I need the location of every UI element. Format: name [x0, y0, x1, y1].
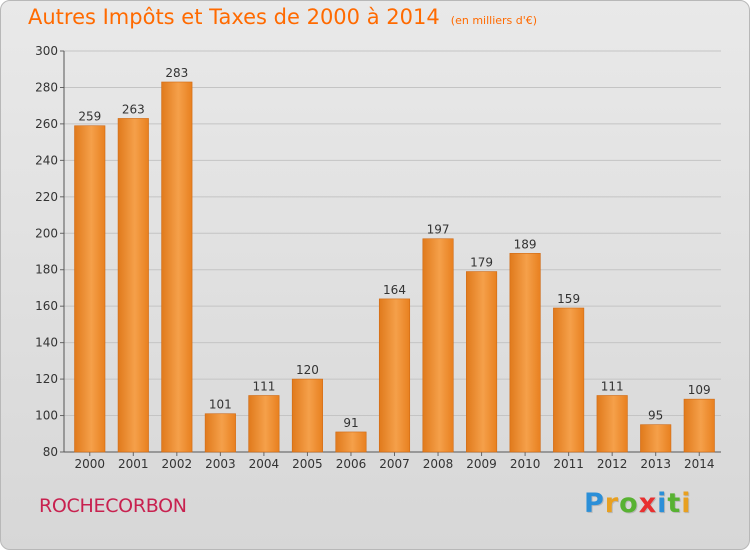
logo-letter: o: [619, 488, 639, 519]
x-tick-label: 2004: [249, 457, 280, 471]
x-tick-label: 2006: [336, 457, 367, 471]
data-label: 164: [383, 283, 406, 297]
bar: [74, 125, 106, 453]
bar: [161, 81, 193, 453]
y-tick-label: 160: [35, 299, 58, 313]
data-label: 179: [470, 256, 493, 270]
data-label: 101: [209, 398, 232, 412]
y-tick-label: 240: [35, 153, 58, 167]
x-tick-label: 2008: [423, 457, 454, 471]
x-tick-label: 2014: [684, 457, 715, 471]
logo-letter: i: [657, 488, 668, 519]
bars: [74, 81, 715, 453]
bar: [509, 253, 541, 453]
data-label: 189: [514, 237, 537, 251]
y-tick-label: 200: [35, 226, 58, 240]
chart-title: Autres Impôts et Taxes de 2000 à 2014: [28, 5, 440, 29]
bar: [335, 431, 367, 453]
data-label: 91: [343, 416, 358, 430]
x-tick-label: 2005: [292, 457, 323, 471]
x-tick-label: 2001: [118, 457, 149, 471]
logo-letter: i: [681, 488, 692, 519]
y-tick-label: 220: [35, 190, 58, 204]
chart-unit-label: (en milliers d'€): [450, 14, 538, 27]
data-label: 259: [78, 110, 101, 124]
data-label: 263: [122, 102, 145, 116]
data-label: 197: [427, 223, 450, 237]
bar: [117, 118, 149, 453]
x-tick-label: 2003: [205, 457, 236, 471]
logo-letter: P: [584, 488, 605, 519]
y-tick-label: 100: [35, 409, 58, 423]
x-tick-label: 2000: [74, 457, 105, 471]
x-tick-label: 2012: [597, 457, 628, 471]
y-tick-label: 80: [43, 445, 58, 459]
logo-letter: t: [667, 488, 682, 519]
y-tick-label: 260: [35, 117, 58, 131]
data-label: 120: [296, 363, 319, 377]
x-tick-labels: 2000 2001 2002 2003 2004 2005 2006 2007 2008 2009…: [74, 457, 714, 471]
data-label: 111: [601, 379, 624, 393]
data-label: 111: [252, 379, 275, 393]
bar: [640, 424, 672, 453]
bar: [204, 413, 236, 453]
bar: [378, 298, 411, 453]
x-tick-label: 2007: [379, 457, 410, 471]
logo-letter: x: [638, 488, 658, 519]
y-tick-label: 180: [35, 263, 58, 277]
data-label: 283: [165, 66, 188, 80]
y-tick-label: 300: [35, 44, 58, 58]
data-label: 159: [557, 292, 580, 306]
x-tick-label: 2013: [640, 457, 671, 471]
data-label: 109: [688, 383, 711, 397]
bar: [683, 398, 715, 453]
y-tick-label: 140: [35, 336, 58, 350]
proxiti-logo: Proxiti: [584, 488, 692, 519]
bar: [291, 378, 323, 453]
data-labels: 259 263 283 101 111 120 91 164 197 179 189 159 111 95…: [78, 66, 710, 430]
y-tick-label: 280: [35, 80, 58, 94]
data-label: 95: [648, 409, 663, 423]
place-name: ROCHECORBON: [39, 495, 187, 517]
x-tick-label: 2010: [510, 457, 541, 471]
x-tick-label: 2002: [162, 457, 193, 471]
bar: [553, 307, 585, 453]
x-tick-label: 2009: [466, 457, 497, 471]
bar: [422, 238, 454, 453]
y-tick-labels: 80 100 120 140 160 180 200 220 240 260 280 300: [35, 44, 58, 459]
x-tick-label: 2011: [553, 457, 584, 471]
title-row: Autres Impôts et Taxes de 2000 à 2014 (e…: [28, 5, 537, 29]
bar: [248, 395, 280, 453]
bar: [466, 271, 498, 453]
bar: [596, 395, 628, 453]
y-tick-label: 120: [35, 372, 58, 386]
logo-letter: r: [604, 488, 620, 519]
